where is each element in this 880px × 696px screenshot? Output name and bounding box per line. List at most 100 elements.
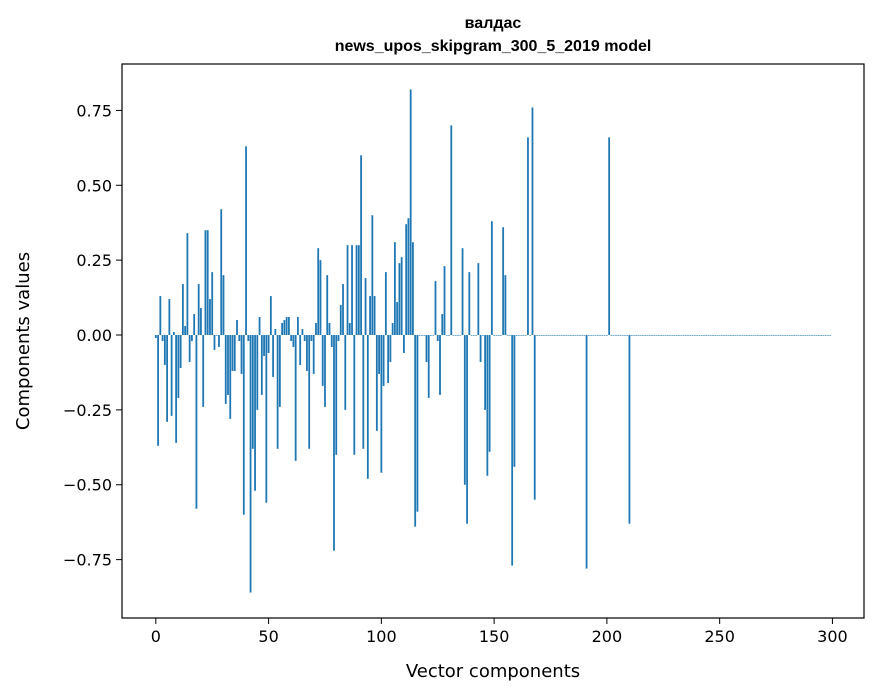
bar [662,335,665,336]
bar [763,335,766,336]
bar [723,335,726,336]
bar [574,335,577,336]
bar [644,335,647,336]
bar [707,335,710,336]
x-tick-label: 200 [592,627,623,646]
bar [475,335,477,336]
bar [317,248,320,336]
bar [768,335,771,336]
bar [635,335,638,336]
bar [276,335,279,449]
bar [459,335,462,336]
bar [204,230,207,336]
bar [797,335,800,336]
bar [218,335,220,347]
x-tick-label: 150 [479,627,510,646]
bar [509,335,511,336]
bar [154,335,157,338]
bar [547,335,550,336]
bar [490,221,493,336]
bar [601,335,604,336]
bar [639,335,642,336]
bar [702,335,705,336]
bar [448,335,450,336]
bar [215,335,218,336]
bar [781,335,784,336]
bar [581,335,583,336]
bar [396,302,399,336]
bar [549,335,552,336]
bar [757,335,759,336]
bar [157,335,159,446]
bar [195,335,198,509]
bar [461,248,464,336]
bar [418,335,421,336]
x-tick-label: 50 [258,627,278,646]
bar [605,335,608,336]
bar [698,335,701,336]
bar [287,317,290,336]
bar [443,266,446,336]
bar [504,275,507,336]
x-tick-label: 100 [366,627,397,646]
bar [344,335,347,410]
bar [822,335,825,336]
bar [592,335,595,336]
bar [285,317,288,336]
bar [400,257,403,336]
bar [229,335,232,419]
bar [292,335,295,347]
bar [637,335,640,336]
bar [227,335,229,395]
bar [820,335,823,336]
bar [409,89,412,336]
bar [626,335,629,336]
bar [565,335,568,336]
bar [161,335,164,341]
bar [540,335,543,336]
bar [333,335,335,551]
bar [741,335,744,336]
bar [754,335,757,336]
bar [499,335,502,336]
bar [488,335,491,452]
bar [308,335,311,449]
bar [267,335,270,353]
bar [808,335,811,336]
bar [220,209,223,336]
bar [777,335,780,336]
chart-title-line2: news_upos_skipgram_300_5_2019 model [335,38,652,55]
bar [163,335,166,365]
bar [306,335,308,371]
bar [590,335,592,336]
bar [669,335,671,336]
bar [213,335,216,350]
y-tick-label: 0.50 [76,176,112,195]
bar [324,335,326,407]
bar [360,155,362,336]
bar [739,335,741,336]
bar [407,218,410,336]
bar [689,335,692,336]
bar [520,335,523,336]
bar [621,335,624,336]
y-tick-label: 0.75 [76,101,112,120]
bar [272,335,274,377]
bar [829,335,832,336]
bar [342,284,344,336]
bar [479,335,482,362]
bar [222,275,225,336]
bar [518,335,520,336]
bar [716,335,719,336]
bar [364,278,367,336]
bar [299,335,302,365]
bar [545,335,547,336]
bar [260,335,263,395]
bar [594,335,597,336]
bar [357,245,360,336]
bar [502,227,505,336]
bar [481,335,484,336]
bar [414,335,417,527]
bar [786,335,789,336]
